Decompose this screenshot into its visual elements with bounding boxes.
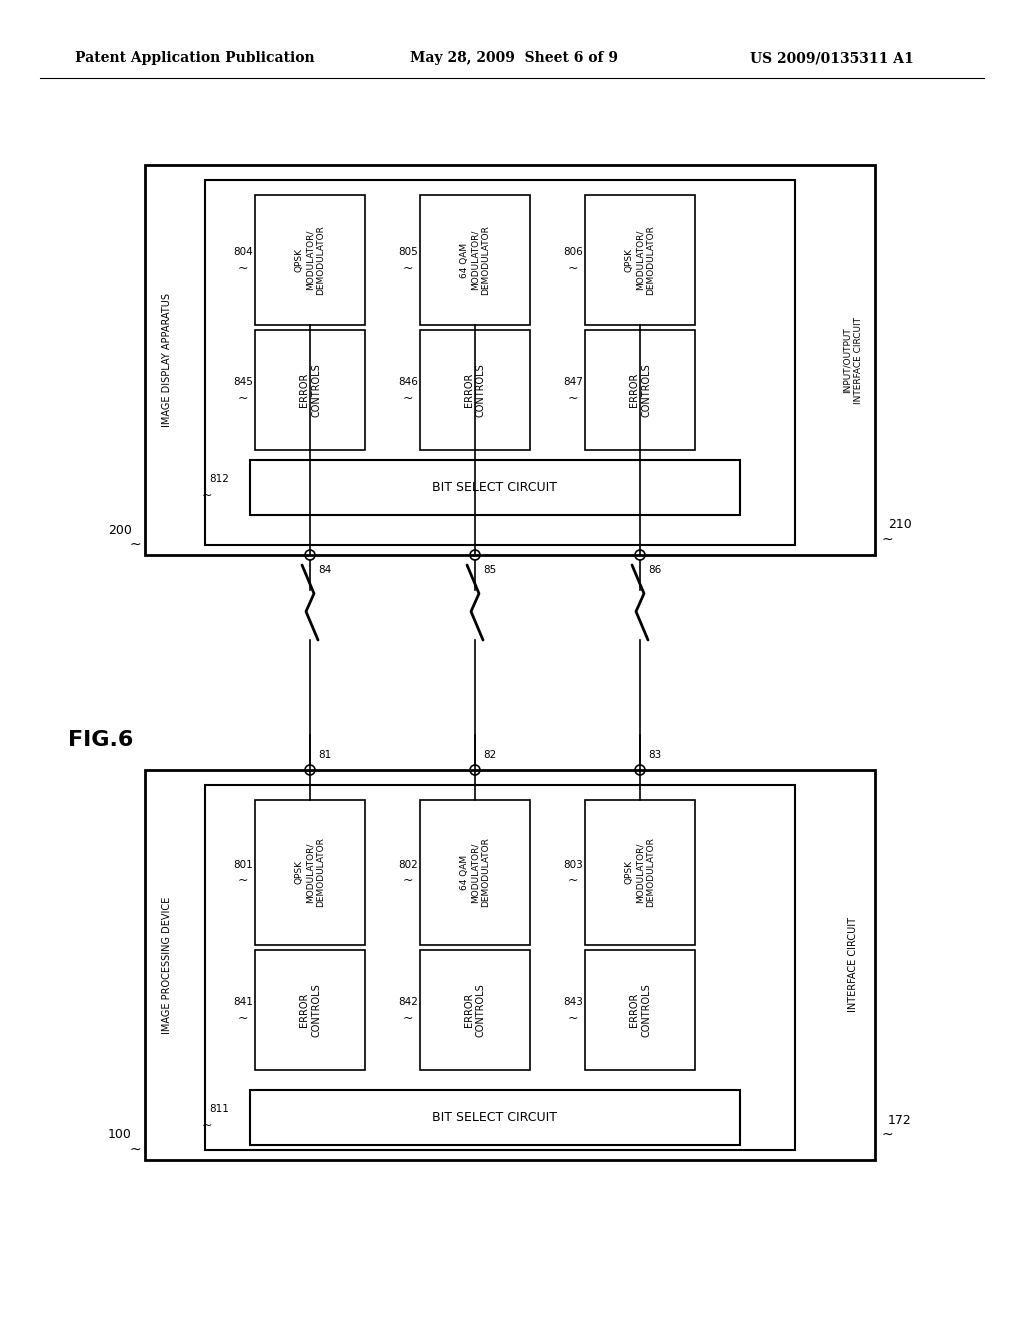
Bar — [205, 785, 795, 1150]
Text: ~: ~ — [567, 1011, 579, 1024]
Text: ~: ~ — [402, 874, 414, 887]
Bar — [255, 800, 365, 945]
Text: 841: 841 — [233, 997, 253, 1007]
Text: 81: 81 — [318, 750, 331, 760]
Text: 210: 210 — [888, 519, 912, 532]
Text: ~: ~ — [129, 1143, 141, 1158]
Text: 843: 843 — [563, 997, 583, 1007]
Text: ~: ~ — [202, 488, 212, 502]
Text: ERROR
CONTROLS: ERROR CONTROLS — [629, 983, 651, 1038]
Bar — [250, 459, 740, 515]
Text: QPSK
MODULATOR/
DEMODULATOR: QPSK MODULATOR/ DEMODULATOR — [625, 838, 655, 907]
Text: 86: 86 — [648, 565, 662, 576]
Text: 64 QAM
MODULATOR/
DEMODULATOR: 64 QAM MODULATOR/ DEMODULATOR — [460, 838, 490, 907]
Bar — [420, 330, 530, 450]
Text: INTERFACE CIRCUIT: INTERFACE CIRCUIT — [848, 917, 858, 1012]
Text: BIT SELECT CIRCUIT: BIT SELECT CIRCUIT — [432, 480, 557, 494]
Text: 802: 802 — [398, 859, 418, 870]
Bar — [420, 950, 530, 1071]
Bar — [585, 195, 695, 325]
Text: ~: ~ — [238, 392, 248, 404]
Text: 806: 806 — [563, 247, 583, 257]
Text: ~: ~ — [402, 1011, 414, 1024]
Text: 200: 200 — [109, 524, 132, 536]
Bar — [585, 800, 695, 945]
Text: Patent Application Publication: Patent Application Publication — [75, 51, 314, 65]
Text: 85: 85 — [483, 565, 497, 576]
Text: ~: ~ — [567, 392, 579, 404]
Text: ~: ~ — [202, 1119, 212, 1133]
Text: 842: 842 — [398, 997, 418, 1007]
Bar — [585, 950, 695, 1071]
Text: 64 QAM
MODULATOR/
DEMODULATOR: 64 QAM MODULATOR/ DEMODULATOR — [460, 226, 490, 294]
Text: May 28, 2009  Sheet 6 of 9: May 28, 2009 Sheet 6 of 9 — [410, 51, 618, 65]
Text: QPSK
MODULATOR/
DEMODULATOR: QPSK MODULATOR/ DEMODULATOR — [295, 226, 326, 294]
Bar — [420, 195, 530, 325]
Text: ~: ~ — [882, 1129, 893, 1142]
Text: BIT SELECT CIRCUIT: BIT SELECT CIRCUIT — [432, 1111, 557, 1125]
Text: ~: ~ — [402, 392, 414, 404]
Text: ERROR
CONTROLS: ERROR CONTROLS — [464, 983, 486, 1038]
Text: ERROR
CONTROLS: ERROR CONTROLS — [299, 983, 321, 1038]
Text: 82: 82 — [483, 750, 497, 760]
Text: US 2009/0135311 A1: US 2009/0135311 A1 — [750, 51, 913, 65]
Text: 846: 846 — [398, 378, 418, 387]
Bar — [250, 1090, 740, 1144]
Text: ~: ~ — [238, 261, 248, 275]
Text: QPSK
MODULATOR/
DEMODULATOR: QPSK MODULATOR/ DEMODULATOR — [295, 838, 326, 907]
Text: 172: 172 — [888, 1114, 912, 1126]
Text: INPUT/OUTPUT
INTERFACE CIRCUIT: INPUT/OUTPUT INTERFACE CIRCUIT — [843, 317, 863, 404]
Text: 801: 801 — [233, 859, 253, 870]
Bar — [255, 950, 365, 1071]
Text: 84: 84 — [318, 565, 331, 576]
Text: QPSK
MODULATOR/
DEMODULATOR: QPSK MODULATOR/ DEMODULATOR — [625, 226, 655, 294]
Bar — [205, 180, 795, 545]
Text: ERROR
CONTROLS: ERROR CONTROLS — [299, 363, 321, 417]
Text: 811: 811 — [209, 1105, 229, 1114]
Bar — [145, 770, 874, 1160]
Text: ERROR
CONTROLS: ERROR CONTROLS — [629, 363, 651, 417]
Text: 812: 812 — [209, 474, 229, 484]
Bar — [145, 165, 874, 554]
Text: ~: ~ — [238, 1011, 248, 1024]
Text: 804: 804 — [233, 247, 253, 257]
Text: 847: 847 — [563, 378, 583, 387]
Bar — [255, 195, 365, 325]
Text: 100: 100 — [109, 1129, 132, 1142]
Text: ~: ~ — [129, 539, 141, 552]
Text: ~: ~ — [402, 261, 414, 275]
Text: ~: ~ — [567, 261, 579, 275]
Text: 805: 805 — [398, 247, 418, 257]
Text: FIG.6: FIG.6 — [68, 730, 133, 750]
Text: 845: 845 — [233, 378, 253, 387]
Text: IMAGE DISPLAY APPARATUS: IMAGE DISPLAY APPARATUS — [162, 293, 172, 426]
Text: ~: ~ — [882, 533, 893, 546]
Text: ~: ~ — [567, 874, 579, 887]
Text: ERROR
CONTROLS: ERROR CONTROLS — [464, 363, 486, 417]
Text: 83: 83 — [648, 750, 662, 760]
Bar — [255, 330, 365, 450]
Bar — [420, 800, 530, 945]
Bar — [585, 330, 695, 450]
Text: 803: 803 — [563, 859, 583, 870]
Text: IMAGE PROCESSING DEVICE: IMAGE PROCESSING DEVICE — [162, 896, 172, 1034]
Text: ~: ~ — [238, 874, 248, 887]
